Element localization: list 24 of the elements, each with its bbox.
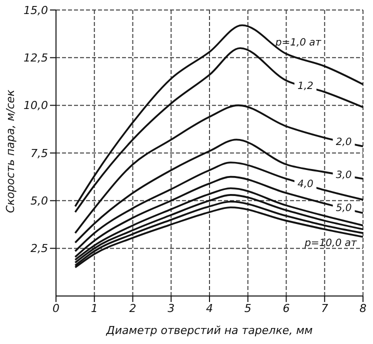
x-tick-label: 5: [244, 302, 252, 315]
x-tick-label: 4: [206, 302, 213, 315]
y-axis-title: Скорость пара, м/сек: [4, 89, 17, 213]
y-tick-label: 15,0: [24, 4, 48, 17]
series-label: р=10,0 ат: [304, 238, 358, 249]
y-tick-label: 2,5: [30, 242, 48, 256]
series-label: 2,0: [336, 136, 352, 148]
x-axis-title: Диаметр отверстий на тарелке, мм: [105, 324, 313, 337]
x-tick-label: 1: [90, 302, 98, 315]
x-tick-label: 8: [360, 302, 366, 315]
series-label: 4,0: [297, 179, 314, 190]
series-label: 5,0: [336, 203, 352, 214]
y-tick-label: 10,0: [24, 99, 48, 112]
y-tick-label: 5,0: [30, 194, 48, 208]
y-tick-label: 7,5: [30, 146, 48, 160]
series-label: 1,2: [297, 81, 314, 92]
x-tick-label: 6: [282, 302, 290, 315]
series-label: р=1,0 ат: [274, 38, 322, 49]
x-tick-label: 7: [321, 302, 328, 315]
x-tick-label: 2: [129, 302, 136, 315]
x-tick-label: 3: [168, 302, 175, 315]
y-tick-label: 12,5: [24, 52, 48, 65]
x-tick-label: 0: [52, 302, 60, 315]
series-label: 3,0: [336, 170, 352, 182]
